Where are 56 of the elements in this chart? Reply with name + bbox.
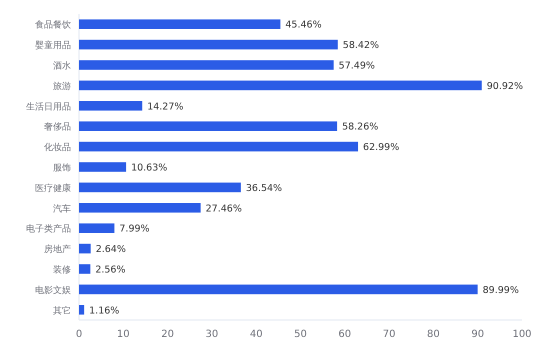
data-label: 7.99% (119, 224, 150, 235)
data-label: 57.49% (338, 60, 375, 72)
y-tick-label: 婴童用品 (35, 40, 71, 52)
y-tick-label: 其它 (53, 305, 71, 316)
data-label: 58.42% (342, 40, 380, 52)
data-label: 10.63% (131, 162, 168, 174)
x-tick-label: 40 (250, 329, 263, 340)
data-label: 58.26% (342, 122, 378, 133)
bar (79, 142, 358, 152)
x-tick-label: 20 (161, 329, 174, 340)
x-tick-label: 50 (294, 329, 307, 340)
y-tick-label: 酒水 (53, 60, 71, 72)
data-label: 1.16% (89, 305, 120, 316)
bar (79, 60, 334, 70)
bar (79, 305, 84, 315)
x-tick-label: 0 (76, 329, 82, 340)
x-tick-label: 90 (471, 329, 484, 340)
data-label: 90.92% (486, 80, 524, 92)
y-tick-label: 房地产 (44, 244, 71, 256)
x-tick-label: 100 (512, 329, 532, 340)
bar (79, 40, 338, 50)
data-label: 2.64% (96, 244, 126, 256)
bar (79, 284, 478, 294)
y-tick-label: 电子类产品 (26, 224, 71, 235)
x-tick-label: 80 (427, 329, 440, 340)
data-label: 27.46% (206, 203, 242, 214)
y-tick-label: 食品餐饮 (35, 20, 71, 31)
data-label: 36.54% (246, 182, 282, 194)
data-label: 2.56% (95, 264, 126, 276)
y-tick-label: 电影文娱 (35, 284, 71, 296)
data-label: 62.99% (363, 142, 400, 154)
y-tick-label: 生活日用品 (26, 101, 71, 112)
y-tick-label: 旅游 (53, 80, 71, 92)
bar (79, 182, 241, 192)
x-tick-label: 70 (382, 329, 396, 340)
bar (79, 101, 142, 111)
data-label: 89.99% (482, 284, 519, 296)
bar (79, 264, 90, 274)
bar (79, 203, 201, 213)
bar (79, 162, 126, 172)
bar (79, 80, 482, 90)
x-tick-label: 10 (116, 329, 130, 340)
bar (79, 223, 114, 233)
data-label: 45.46% (285, 20, 322, 31)
y-tick-label: 服饰 (53, 162, 71, 174)
y-tick-label: 医疗健康 (35, 182, 71, 194)
y-tick-label: 装修 (53, 264, 71, 276)
y-tick-label: 汽车 (53, 203, 71, 214)
data-label: 14.27% (147, 101, 184, 112)
x-tick-label: 60 (338, 329, 352, 340)
y-tick-label: 化妆品 (44, 142, 71, 154)
bar (79, 121, 338, 131)
x-tick-label: 30 (206, 329, 218, 340)
bar (79, 244, 91, 254)
y-tick-label: 奢侈品 (44, 122, 71, 133)
bar (79, 19, 280, 29)
